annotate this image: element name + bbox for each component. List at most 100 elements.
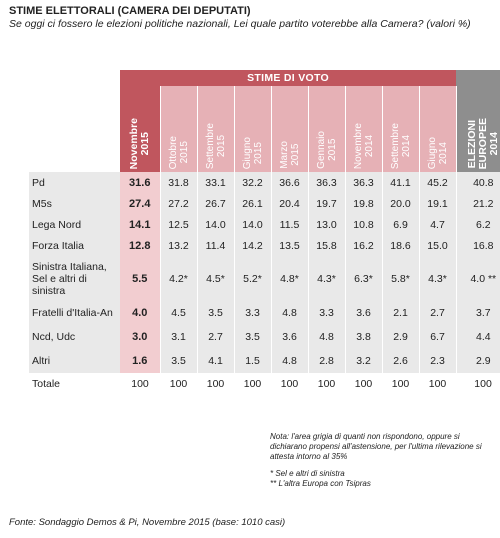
- table-row: Ncd, Udc 3.0 3.1 2.7 3.5 3.6 4.8 3.8 2.9 6.7 4.4: [29, 325, 500, 349]
- total-cell: 100: [419, 373, 457, 395]
- column-header-label: Settembre 2014: [389, 122, 412, 169]
- total-cell: 100: [308, 373, 345, 395]
- row-label: Fratelli d'Italia-An: [29, 301, 120, 325]
- table-cell: 18.6: [382, 235, 420, 256]
- table-cell: 4.8*: [271, 256, 309, 301]
- footnote-sel: * Sel e altri di sinistra: [270, 469, 345, 478]
- table-cell: 14.0: [234, 214, 272, 235]
- table-cell: 2.8: [308, 349, 346, 373]
- total-label: Totale: [29, 373, 120, 395]
- table-cell: 4.0 **: [456, 256, 500, 301]
- column-header-label: ELEZIONI EUROPEE 2014: [465, 117, 500, 169]
- table-cell: 13.0: [308, 214, 346, 235]
- table-cell: 4.7: [419, 214, 457, 235]
- table-cell: 6.7: [419, 325, 457, 349]
- table-cell: 4.5: [160, 301, 198, 325]
- table-cell: 27.2: [160, 193, 198, 214]
- table-cell: 36.6: [271, 172, 309, 193]
- row-label: Sinistra Italiana, Sel e altri di sinist…: [29, 256, 120, 301]
- table-cell: 26.7: [197, 193, 235, 214]
- table-cell: 27.4: [120, 193, 161, 214]
- table-cell: 3.8: [345, 325, 383, 349]
- chart-title: STIME ELETTORALI (CAMERA DEI DEPUTATI): [9, 5, 251, 17]
- table-cell: 1.5: [234, 349, 272, 373]
- table-cell: 1.6: [120, 349, 161, 373]
- table-cell: 36.3: [308, 172, 346, 193]
- table-row: Altri 1.6 3.5 4.1 1.5 4.8 2.8 3.2 2.6 2.3 2.9: [29, 349, 500, 373]
- vote-estimates-table: STIME DI VOTO Novembre 2015 Ottobre 2015 S…: [29, 70, 500, 395]
- total-cell: 100: [197, 373, 234, 395]
- table-cell: 3.2: [345, 349, 383, 373]
- source-text: Fonte: Sondaggio Demos & Pi, Novembre 20…: [9, 517, 286, 528]
- total-cell: 100: [160, 373, 197, 395]
- table-cell: 2.7: [419, 301, 457, 325]
- column-header-7: Novembre 2014: [345, 86, 383, 172]
- table-cell: 5.5: [120, 256, 161, 301]
- table-cell: 4.3*: [308, 256, 346, 301]
- column-header-label: Giugno 2014: [426, 136, 449, 169]
- row-label: Lega Nord: [29, 214, 120, 235]
- table-cell: 3.1: [160, 325, 198, 349]
- table-cell: 26.1: [234, 193, 272, 214]
- table-cell: 3.5: [197, 301, 235, 325]
- column-header-3: Settembre 2015: [197, 86, 235, 172]
- column-header-label: Giugno 2015: [241, 136, 264, 169]
- table-cell: 3.6: [345, 301, 383, 325]
- table-cell: 13.5: [271, 235, 309, 256]
- total-cell: 100: [120, 373, 160, 395]
- table-cell: 6.2: [456, 214, 500, 235]
- row-label: Pd: [29, 172, 120, 193]
- table-cell: 3.3: [234, 301, 272, 325]
- table-cell: 3.0: [120, 325, 161, 349]
- table-cell: 4.0: [120, 301, 161, 325]
- table-cell: 2.7: [197, 325, 235, 349]
- table-cell: 2.6: [382, 349, 420, 373]
- table-cell: 31.6: [120, 172, 161, 193]
- table-cell: 16.8: [456, 235, 500, 256]
- table-cell: 20.0: [382, 193, 420, 214]
- table-cell: 5.2*: [234, 256, 272, 301]
- table-cell: 3.3: [308, 301, 346, 325]
- table-cell: 6.9: [382, 214, 420, 235]
- table-cell: 19.7: [308, 193, 346, 214]
- footnote-tsipras: ** L'altra Europa con Tsipras: [270, 479, 371, 488]
- total-cell: 100: [271, 373, 308, 395]
- column-header-4: Giugno 2015: [234, 86, 272, 172]
- table-cell: 3.6: [271, 325, 309, 349]
- table-cell: 3.7: [456, 301, 500, 325]
- column-header-label: Marzo 2015: [278, 141, 301, 169]
- table-cell: 41.1: [382, 172, 420, 193]
- row-label: M5s: [29, 193, 120, 214]
- table-row: Forza Italia 12.8 13.2 11.4 14.2 13.5 15.8 16.2…: [29, 235, 500, 256]
- table-cell: 13.2: [160, 235, 198, 256]
- column-header-label: Ottobre 2015: [167, 135, 190, 169]
- table-cell: 36.3: [345, 172, 383, 193]
- table-cell: 45.2: [419, 172, 457, 193]
- table-cell: 2.1: [382, 301, 420, 325]
- column-header-8: Settembre 2014: [382, 86, 420, 172]
- table-cell: 14.1: [120, 214, 161, 235]
- column-header-label: Novembre 2014: [352, 122, 375, 169]
- table-row: Pd 31.6 31.8 33.1 32.2 36.6 36.3 36.3 41.1 45.2 40…: [29, 172, 500, 193]
- total-row: Totale 100 100 100 100 100 100 100 100 100 100: [29, 373, 500, 395]
- table-cell: 3.5: [160, 349, 198, 373]
- table-cell: 4.3*: [419, 256, 457, 301]
- table-cell: 14.2: [234, 235, 272, 256]
- row-label: Altri: [29, 349, 120, 373]
- table-row: M5s 27.4 27.2 26.7 26.1 20.4 19.7 19.8 20.0 19.1 2…: [29, 193, 500, 214]
- column-header-5: Marzo 2015: [271, 86, 309, 172]
- total-cell: 100: [345, 373, 382, 395]
- table-cell: 19.8: [345, 193, 383, 214]
- table-cell: 4.5*: [197, 256, 235, 301]
- row-label: Ncd, Udc: [29, 325, 120, 349]
- column-header-1: Novembre 2015: [120, 86, 161, 172]
- table-cell: 40.8: [456, 172, 500, 193]
- row-label: Forza Italia: [29, 235, 120, 256]
- table-cell: 11.4: [197, 235, 235, 256]
- table-cell: 12.5: [160, 214, 198, 235]
- table-cell: 16.2: [345, 235, 383, 256]
- table-cell: 4.1: [197, 349, 235, 373]
- table-row: Fratelli d'Italia-An 4.0 4.5 3.5 3.3 4.8 3.3 3.…: [29, 301, 500, 325]
- table-row: Sinistra Italiana, Sel e altri di sinist…: [29, 256, 500, 301]
- table-cell: 15.0: [419, 235, 457, 256]
